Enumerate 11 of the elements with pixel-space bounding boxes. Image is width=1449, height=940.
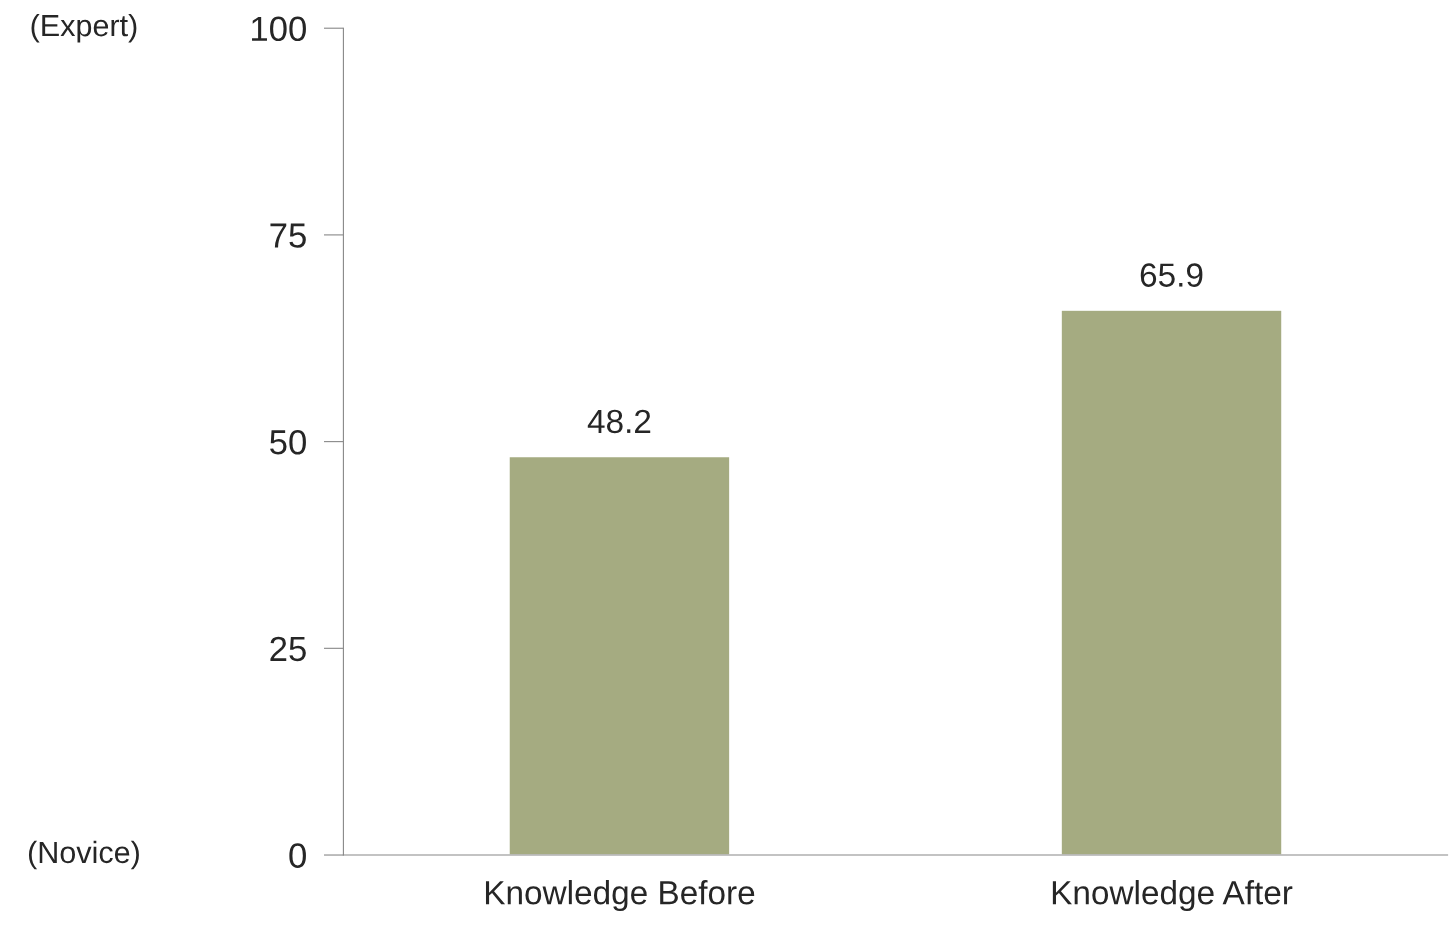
x-tick-label: Knowledge After — [1052, 880, 1293, 912]
y-tick-label: 0 — [289, 843, 306, 868]
data-label: 65.9 — [1140, 263, 1203, 287]
data-label: 48.2 — [587, 409, 651, 434]
y-tick-label: 75 — [270, 223, 306, 248]
y-tick-label: 50 — [270, 429, 306, 455]
x-tick-label: Knowledge Before — [485, 880, 755, 912]
y-tick-label: 25 — [270, 636, 306, 662]
text: (Novice) — [28, 840, 139, 870]
y-tick-label: 100 — [252, 16, 306, 42]
text: (Expert) — [31, 13, 137, 43]
